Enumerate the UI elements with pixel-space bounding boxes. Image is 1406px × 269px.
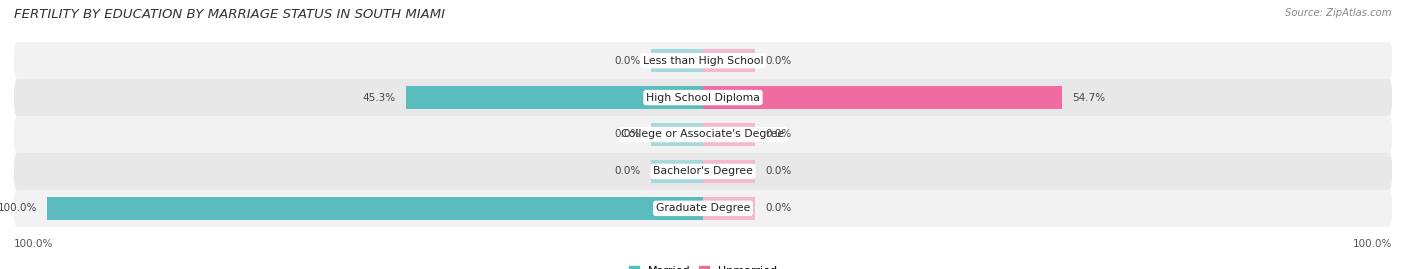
- Text: 100.0%: 100.0%: [0, 203, 37, 213]
- Text: Graduate Degree: Graduate Degree: [655, 203, 751, 213]
- Bar: [406, 86, 703, 109]
- Text: FERTILITY BY EDUCATION BY MARRIAGE STATUS IN SOUTH MIAMI: FERTILITY BY EDUCATION BY MARRIAGE STATU…: [14, 8, 446, 21]
- Text: High School Diploma: High School Diploma: [647, 93, 759, 102]
- Bar: [703, 197, 755, 220]
- Bar: [703, 123, 755, 146]
- Text: 54.7%: 54.7%: [1071, 93, 1105, 102]
- Text: 0.0%: 0.0%: [765, 129, 792, 140]
- Bar: [651, 160, 703, 183]
- Bar: [703, 160, 755, 183]
- Text: Source: ZipAtlas.com: Source: ZipAtlas.com: [1285, 8, 1392, 18]
- Text: Bachelor's Degree: Bachelor's Degree: [652, 167, 754, 176]
- Bar: [651, 49, 703, 72]
- FancyBboxPatch shape: [14, 79, 1392, 116]
- Text: 45.3%: 45.3%: [363, 93, 396, 102]
- Bar: [703, 86, 1062, 109]
- Bar: [651, 123, 703, 146]
- Text: 0.0%: 0.0%: [614, 129, 641, 140]
- Bar: [46, 197, 703, 220]
- Text: 100.0%: 100.0%: [14, 239, 53, 249]
- Text: Less than High School: Less than High School: [643, 56, 763, 66]
- FancyBboxPatch shape: [14, 153, 1392, 190]
- FancyBboxPatch shape: [14, 190, 1392, 227]
- Text: College or Associate's Degree: College or Associate's Degree: [621, 129, 785, 140]
- FancyBboxPatch shape: [14, 116, 1392, 153]
- Text: 0.0%: 0.0%: [765, 203, 792, 213]
- Text: 0.0%: 0.0%: [765, 56, 792, 66]
- FancyBboxPatch shape: [14, 42, 1392, 79]
- Text: 0.0%: 0.0%: [614, 167, 641, 176]
- Text: 100.0%: 100.0%: [1353, 239, 1392, 249]
- Text: 0.0%: 0.0%: [765, 167, 792, 176]
- Legend: Married, Unmarried: Married, Unmarried: [630, 266, 776, 269]
- Text: 0.0%: 0.0%: [614, 56, 641, 66]
- Bar: [703, 49, 755, 72]
